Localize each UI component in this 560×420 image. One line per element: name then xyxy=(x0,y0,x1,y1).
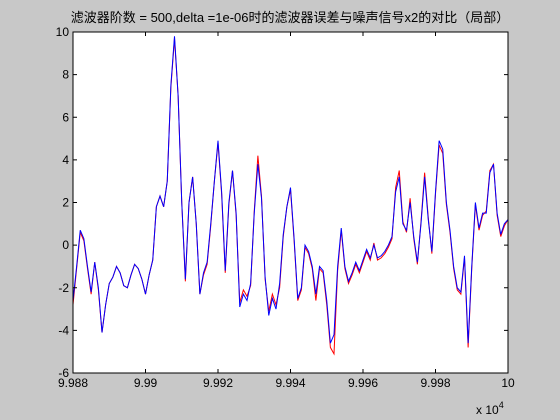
y-tick-label: 4 xyxy=(62,153,69,167)
x-multiplier-base: x 10 xyxy=(476,403,499,417)
x-multiplier: x 104 xyxy=(476,400,504,417)
y-tick-label: -2 xyxy=(58,281,69,295)
x-tick-label: 9.992 xyxy=(203,376,233,390)
y-tick-label: -4 xyxy=(58,323,69,337)
y-tick-label: 10 xyxy=(56,25,70,39)
line-series xyxy=(72,36,509,344)
y-tick-label: -6 xyxy=(58,366,69,380)
x-tick-label: 9.994 xyxy=(275,376,305,390)
y-tick-label: 0 xyxy=(62,238,69,252)
x-tick-label: 9.998 xyxy=(420,376,450,390)
chart-title: 滤波器阶数 = 500,delta =1e-06时的滤波器误差与噪声信号x2的对… xyxy=(71,10,510,25)
x-tick-label: 10 xyxy=(501,376,515,390)
y-tick-label: 2 xyxy=(62,196,69,210)
x-tick-label: 9.988 xyxy=(58,376,88,390)
plot-area xyxy=(73,32,508,373)
y-tick-label: 6 xyxy=(62,110,69,124)
x-multiplier-exponent: 4 xyxy=(499,400,504,410)
x-tick-label: 9.99 xyxy=(134,376,158,390)
x-tick-label: 9.996 xyxy=(348,376,378,390)
y-tick-label: 8 xyxy=(62,68,69,82)
